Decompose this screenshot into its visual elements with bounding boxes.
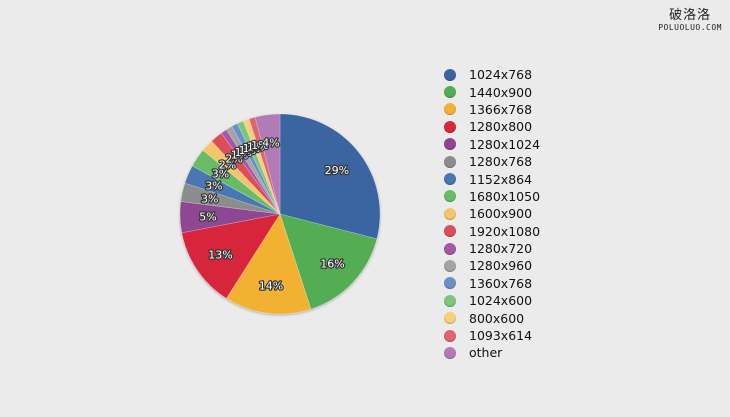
legend-swatch	[444, 138, 456, 151]
legend-label: 1280x720	[469, 241, 533, 257]
pie-slice-1440x900	[279, 213, 378, 310]
legend-label: 1920x1080	[469, 223, 541, 239]
pie-slice-1366x768	[226, 213, 312, 315]
legend-swatch	[444, 277, 456, 290]
legend-item: 1280x768	[444, 153, 540, 170]
legend-label: 1024x768	[469, 67, 533, 83]
legend-item: 800x600	[444, 309, 540, 326]
pie-slices	[179, 113, 381, 315]
slice-label-1152x864: 3%	[205, 179, 222, 192]
slice-label-1280x768: 3%	[201, 192, 218, 205]
legend-swatch	[444, 259, 456, 272]
legend-label: 1280x768	[469, 154, 533, 170]
legend-swatch	[444, 346, 456, 359]
watermark-title: 破洛洛	[669, 8, 712, 23]
watermark-url: POLUOLUO.COM	[658, 23, 722, 32]
legend-swatch	[444, 190, 456, 203]
legend-swatch	[444, 294, 456, 307]
legend: 1024x768 1440x900 1366x768 1280x800 1280x102…	[444, 66, 540, 362]
legend-item: 1440x900	[444, 83, 540, 100]
pie-slice-other	[254, 113, 281, 215]
slice-label-1024x600: 1%	[243, 142, 260, 155]
legend-swatch	[444, 173, 456, 186]
legend-swatch	[444, 312, 456, 325]
legend-item: 1024x768	[444, 66, 540, 83]
legend-label: 1093x614	[469, 328, 533, 344]
slice-label-1280x720: 1%	[231, 148, 248, 161]
pie-slice-1024x768	[279, 113, 381, 240]
legend-label: 1440x900	[469, 84, 533, 100]
legend-label: 800x600	[469, 310, 525, 326]
slice-label-1680x1050: 3%	[212, 168, 229, 181]
legend-item: 1093x614	[444, 327, 540, 344]
legend-item: 1600x900	[444, 205, 540, 222]
legend-label: other	[469, 345, 503, 361]
legend-swatch	[444, 103, 456, 116]
legend-item: 1280x1024	[444, 136, 540, 153]
legend-item: 1280x720	[444, 240, 540, 257]
legend-swatch	[444, 68, 456, 81]
legend-swatch	[444, 86, 456, 99]
legend-label: 1152x864	[469, 171, 533, 187]
legend-swatch	[444, 207, 456, 220]
pie-slice-1280x800	[181, 213, 281, 299]
legend-item: 1280x800	[444, 118, 540, 135]
legend-item: 1360x768	[444, 275, 540, 292]
slice-label-1024x768: 29%	[325, 164, 349, 177]
slice-label-1360x768: 1%	[239, 144, 256, 157]
legend-swatch	[444, 242, 456, 255]
slice-label-1600x900: 2%	[219, 159, 236, 172]
legend-item: 1152x864	[444, 170, 540, 187]
legend-item: 1680x1050	[444, 188, 540, 205]
legend-swatch	[444, 225, 456, 238]
slice-label-1280x960: 1%	[235, 146, 252, 159]
pie-labels: 29%16%14%13%5%3%3%3%2%2%1%1%1%1%1%1%4%	[198, 135, 350, 293]
legend-label: 1366x768	[469, 101, 533, 117]
slice-label-1280x1024: 5%	[199, 210, 216, 223]
slice-label-1093x614: 1%	[251, 139, 268, 152]
legend-item: 1024x600	[444, 292, 540, 309]
legend-swatch	[444, 120, 456, 133]
legend-label: 1680x1050	[469, 188, 541, 204]
legend-label: 1024x600	[469, 293, 533, 309]
slice-label-other: 4%	[262, 137, 279, 150]
legend-item: 1366x768	[444, 101, 540, 118]
legend-label: 1360x768	[469, 275, 533, 291]
watermark: 破洛洛 POLUOLUO.COM	[658, 8, 722, 33]
slice-label-1366x768: 14%	[259, 279, 283, 292]
slice-label-1280x800: 13%	[208, 248, 232, 261]
slice-label-1920x1080: 2%	[225, 153, 242, 166]
legend-item: 1920x1080	[444, 223, 540, 240]
slice-label-800x600: 1%	[247, 140, 264, 153]
legend-label: 1600x900	[469, 206, 533, 222]
legend-swatch	[444, 155, 456, 168]
legend-label: 1280x1024	[469, 136, 541, 152]
legend-item: 1280x960	[444, 257, 540, 274]
legend-item: other	[444, 344, 540, 361]
legend-swatch	[444, 329, 456, 342]
slice-label-1440x900: 16%	[320, 257, 344, 270]
legend-label: 1280x800	[469, 119, 533, 135]
legend-label: 1280x960	[469, 258, 533, 274]
